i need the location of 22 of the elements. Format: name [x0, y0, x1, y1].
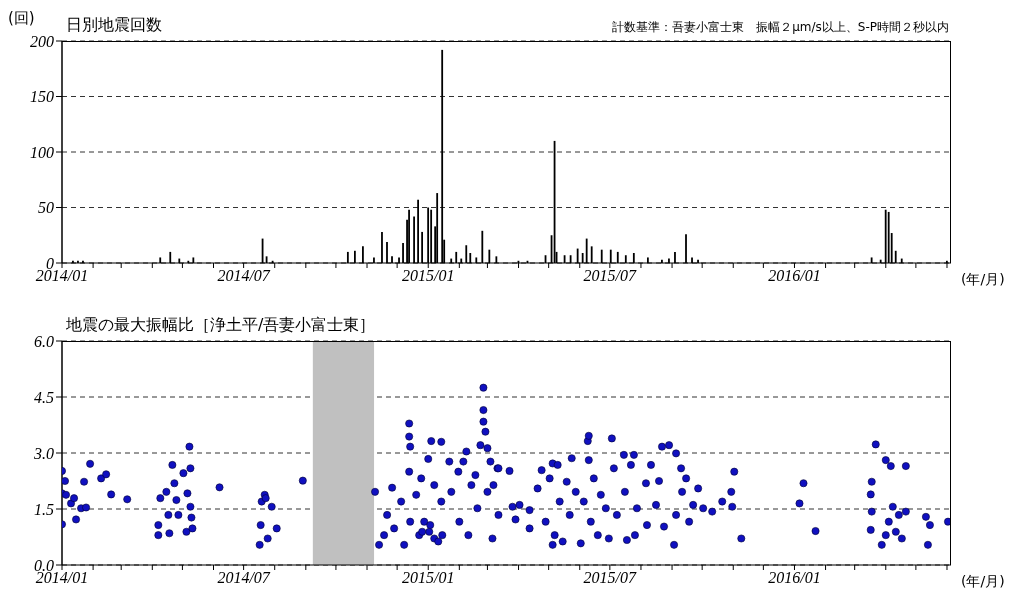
x-tick-label: 2014/07	[217, 569, 271, 587]
x-tick-label: 2015/07	[583, 569, 638, 587]
x-axis-title: (年/月)	[961, 573, 1005, 591]
y-tick-label: 100	[30, 143, 54, 161]
y-tick-label: 1.5	[34, 500, 54, 518]
y-tick-label: 3.0	[33, 444, 54, 462]
y-axis-title: (回)	[8, 9, 35, 28]
x-tick-label: 2015/01	[402, 569, 455, 587]
x-tick-label: 2016/01	[768, 569, 821, 587]
y-tick-label: 6.0	[34, 332, 54, 350]
x-tick-label: 2014/07	[217, 267, 271, 285]
chart-title: 日別地震回数	[66, 15, 162, 36]
y-tick-label: 200	[30, 32, 54, 50]
x-tick-label: 2015/01	[402, 267, 455, 285]
chart-title: 地震の最大振幅比［浄土平/吾妻小富士東］	[66, 315, 376, 336]
x-tick-label: 2016/01	[768, 267, 821, 285]
y-tick-label: 4.5	[34, 388, 54, 406]
y-tick-label: 150	[30, 88, 54, 106]
y-tick-label: 50	[38, 199, 54, 217]
text: 計数基準：吾妻小富士東 振幅２μm/s以上、S-P時間２秒以内	[612, 19, 949, 36]
x-axis-title: (年/月)	[961, 271, 1005, 289]
x-tick-label: 2015/07	[583, 267, 638, 285]
